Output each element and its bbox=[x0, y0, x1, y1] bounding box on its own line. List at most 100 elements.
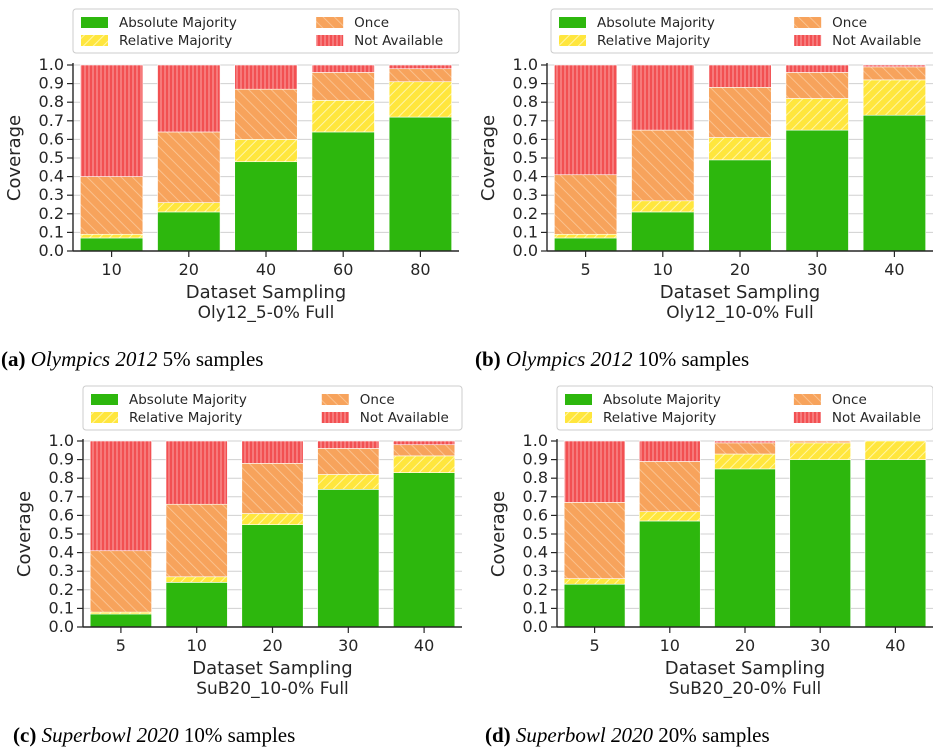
x-tick-label: 10 bbox=[660, 636, 680, 655]
x-tick-label: 60 bbox=[333, 260, 353, 279]
bar-once-60 bbox=[311, 72, 375, 101]
x-tick-label: 40 bbox=[885, 636, 905, 655]
bar-relative-10 bbox=[80, 233, 144, 239]
bar-absolute-5 bbox=[554, 237, 618, 252]
x-tick-label: 40 bbox=[414, 636, 434, 655]
y-tick-label: 0.5 bbox=[39, 148, 64, 167]
caption-label: (d) bbox=[485, 723, 511, 747]
legend: Absolute Majority Relative Majority Once No… bbox=[72, 8, 460, 54]
y-tick-label: 0.0 bbox=[49, 617, 74, 636]
bar-na-30 bbox=[317, 440, 380, 449]
caption-dataset: Olympics 2012 bbox=[501, 347, 633, 371]
bar-absolute-20 bbox=[157, 211, 221, 252]
caption-label: (a) bbox=[1, 347, 26, 371]
figure-caption: (b) Olympics 2012 10% samples bbox=[475, 347, 749, 371]
chart-panel-2: 0.00.10.20.30.40.50.60.70.80.91.0 5 10 20 30… bbox=[475, 8, 933, 371]
bar-absolute-80 bbox=[388, 116, 452, 252]
legend-frame bbox=[82, 385, 463, 431]
bar-once-80 bbox=[388, 68, 452, 83]
legend-frame bbox=[556, 385, 933, 431]
bar-absolute-40 bbox=[393, 472, 456, 628]
y-tick-label: 1.0 bbox=[39, 55, 64, 74]
legend-label-absolute: Absolute Majority bbox=[119, 15, 237, 31]
y-tick-label: 0.6 bbox=[39, 129, 64, 148]
bar-once-30 bbox=[785, 72, 849, 99]
bar-na-10 bbox=[165, 440, 228, 505]
y-tick-label: 0.7 bbox=[523, 487, 548, 506]
y-tick-label: 0.3 bbox=[513, 185, 538, 204]
bar-na-5 bbox=[554, 64, 618, 176]
x-tick-label: 5 bbox=[581, 260, 591, 279]
y-tick-label: 0.8 bbox=[523, 468, 548, 487]
bar-once-5 bbox=[89, 550, 152, 613]
bar-absolute-5 bbox=[563, 583, 626, 628]
bar-once-10 bbox=[631, 129, 695, 202]
bar-na-5 bbox=[563, 440, 626, 503]
y-tick-label: 0.6 bbox=[523, 505, 548, 524]
bar-na-5 bbox=[89, 440, 152, 552]
y-tick-label: 0.2 bbox=[513, 204, 538, 223]
bar-absolute-40 bbox=[234, 161, 298, 252]
x-tick-label: 20 bbox=[730, 260, 750, 279]
bar-absolute-30 bbox=[785, 129, 849, 252]
legend-swatch-relative bbox=[565, 412, 592, 423]
bar-once-40 bbox=[862, 66, 926, 81]
x-tick-label: 5 bbox=[590, 636, 600, 655]
legend-swatch-relative bbox=[81, 35, 108, 46]
bar-na-80 bbox=[388, 64, 452, 70]
bar-once-20 bbox=[714, 442, 776, 455]
bar-relative-20 bbox=[714, 453, 776, 470]
y-tick-label: 0.0 bbox=[39, 241, 64, 260]
bar-relative-40 bbox=[234, 139, 298, 163]
bar-relative-20 bbox=[157, 202, 221, 213]
bar-relative-30 bbox=[317, 474, 380, 490]
bar-absolute-40 bbox=[864, 459, 927, 628]
chart-subtitle: SuB20_20-0% Full bbox=[669, 679, 822, 699]
legend-swatch-relative bbox=[91, 412, 118, 423]
bar-na-10 bbox=[80, 64, 144, 177]
legend-label-relative: Relative Majority bbox=[119, 33, 232, 49]
x-tick-label: 10 bbox=[187, 636, 207, 655]
y-tick-label: 0.4 bbox=[523, 543, 548, 562]
legend-swatch-absolute bbox=[565, 394, 592, 405]
caption-dataset: Superbowl 2020 bbox=[511, 723, 654, 747]
bar-relative-30 bbox=[785, 98, 849, 131]
legend-swatch-na bbox=[793, 412, 821, 423]
bar-absolute-10 bbox=[639, 520, 701, 628]
y-tick-label: 0.2 bbox=[39, 204, 64, 223]
bar-na-10 bbox=[639, 440, 701, 462]
caption-dataset: Superbowl 2020 bbox=[36, 723, 179, 747]
legend-frame bbox=[550, 8, 933, 54]
y-tick-label: 0.6 bbox=[49, 505, 74, 524]
bar-relative-5 bbox=[554, 233, 618, 239]
chart-panel-3: 0.00.10.20.30.40.50.60.70.80.91.0 5 10 20 30… bbox=[13, 385, 463, 747]
legend: Absolute Majority Relative Majority Once No… bbox=[82, 385, 463, 431]
chart-subtitle: Oly12_10-0% Full bbox=[666, 303, 814, 323]
caption-dataset: Olympics 2012 bbox=[26, 347, 158, 371]
legend-swatch-once bbox=[316, 17, 344, 28]
y-tick-label: 0.7 bbox=[39, 111, 64, 130]
legend-frame bbox=[72, 8, 460, 54]
bar-once-10 bbox=[80, 176, 144, 235]
bar-relative-5 bbox=[563, 578, 626, 585]
y-tick-label: 0.8 bbox=[513, 92, 538, 111]
x-tick-label: 20 bbox=[179, 260, 199, 279]
bar-absolute-30 bbox=[789, 459, 851, 628]
caption-rest: 5% samples bbox=[157, 347, 263, 371]
bar-relative-20 bbox=[241, 513, 304, 525]
x-tick-label: 40 bbox=[884, 260, 904, 279]
bar-relative-10 bbox=[639, 511, 701, 522]
bar-na-40 bbox=[862, 64, 926, 68]
bar-relative-80 bbox=[388, 81, 452, 118]
bar-relative-10 bbox=[631, 200, 695, 213]
bar-absolute-30 bbox=[317, 489, 380, 628]
x-tick-label: 20 bbox=[262, 636, 282, 655]
legend-swatch-relative bbox=[559, 35, 586, 46]
y-tick-label: 0.8 bbox=[49, 468, 74, 487]
y-tick-label: 0.9 bbox=[523, 450, 548, 469]
legend-swatch-once bbox=[794, 17, 822, 28]
y-tick-label: 0.0 bbox=[523, 617, 548, 636]
legend-label-absolute: Absolute Majority bbox=[603, 392, 721, 408]
bar-once-20 bbox=[708, 87, 772, 138]
bar-once-30 bbox=[789, 440, 851, 444]
